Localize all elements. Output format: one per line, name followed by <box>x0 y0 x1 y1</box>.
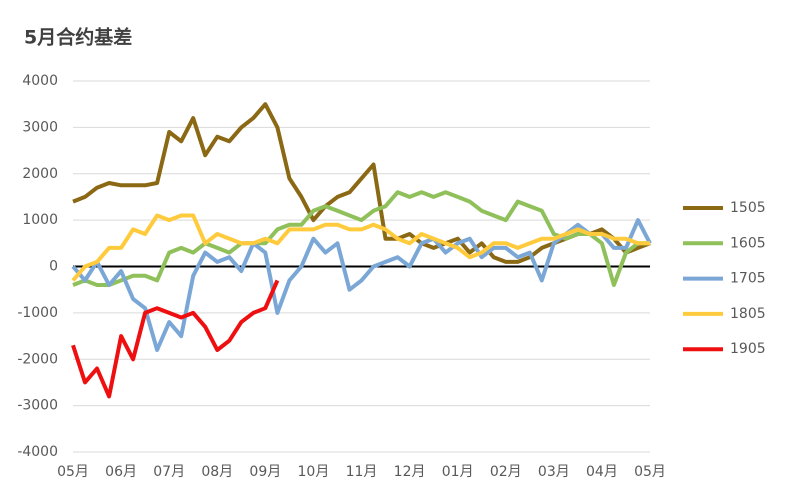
x-tick-label: 07月 <box>153 464 185 480</box>
y-tick-label: 3000 <box>22 119 58 135</box>
y-tick-label: 0 <box>49 259 58 275</box>
x-tick-label: 10月 <box>298 464 330 480</box>
x-tick-label: 08月 <box>201 464 233 480</box>
y-tick-label: -4000 <box>17 444 58 460</box>
legend-label: 1905 <box>730 341 766 357</box>
x-tick-label: 12月 <box>394 464 426 480</box>
y-tick-label: -2000 <box>17 351 58 367</box>
y-tick-label: 1000 <box>22 212 58 228</box>
legend-label: 1705 <box>730 271 766 287</box>
x-tick-label: 02月 <box>490 464 522 480</box>
y-tick-label: -3000 <box>17 398 58 414</box>
legend-label: 1505 <box>730 200 766 216</box>
legend-label: 1805 <box>730 306 766 322</box>
x-tick-label: 06月 <box>105 464 137 480</box>
y-tick-label: -1000 <box>17 305 58 321</box>
series-line <box>71 213 650 282</box>
x-tick-label: 03月 <box>538 464 570 480</box>
series-line <box>72 190 650 287</box>
chart-title: 5月合约基差 <box>24 26 132 49</box>
y-tick-label: 2000 <box>22 166 58 182</box>
x-tick-label: 04月 <box>586 464 618 480</box>
legend-label: 1605 <box>730 235 766 251</box>
x-tick-label: 11月 <box>346 464 378 480</box>
x-tick-label: 01月 <box>442 464 474 480</box>
y-tick-label: 4000 <box>22 73 58 89</box>
series-line <box>71 279 280 399</box>
series-line <box>71 218 652 352</box>
x-tick-label: 05月 <box>57 464 89 480</box>
x-tick-label: 09月 <box>249 464 281 480</box>
x-tick-label: 05月 <box>634 464 666 480</box>
